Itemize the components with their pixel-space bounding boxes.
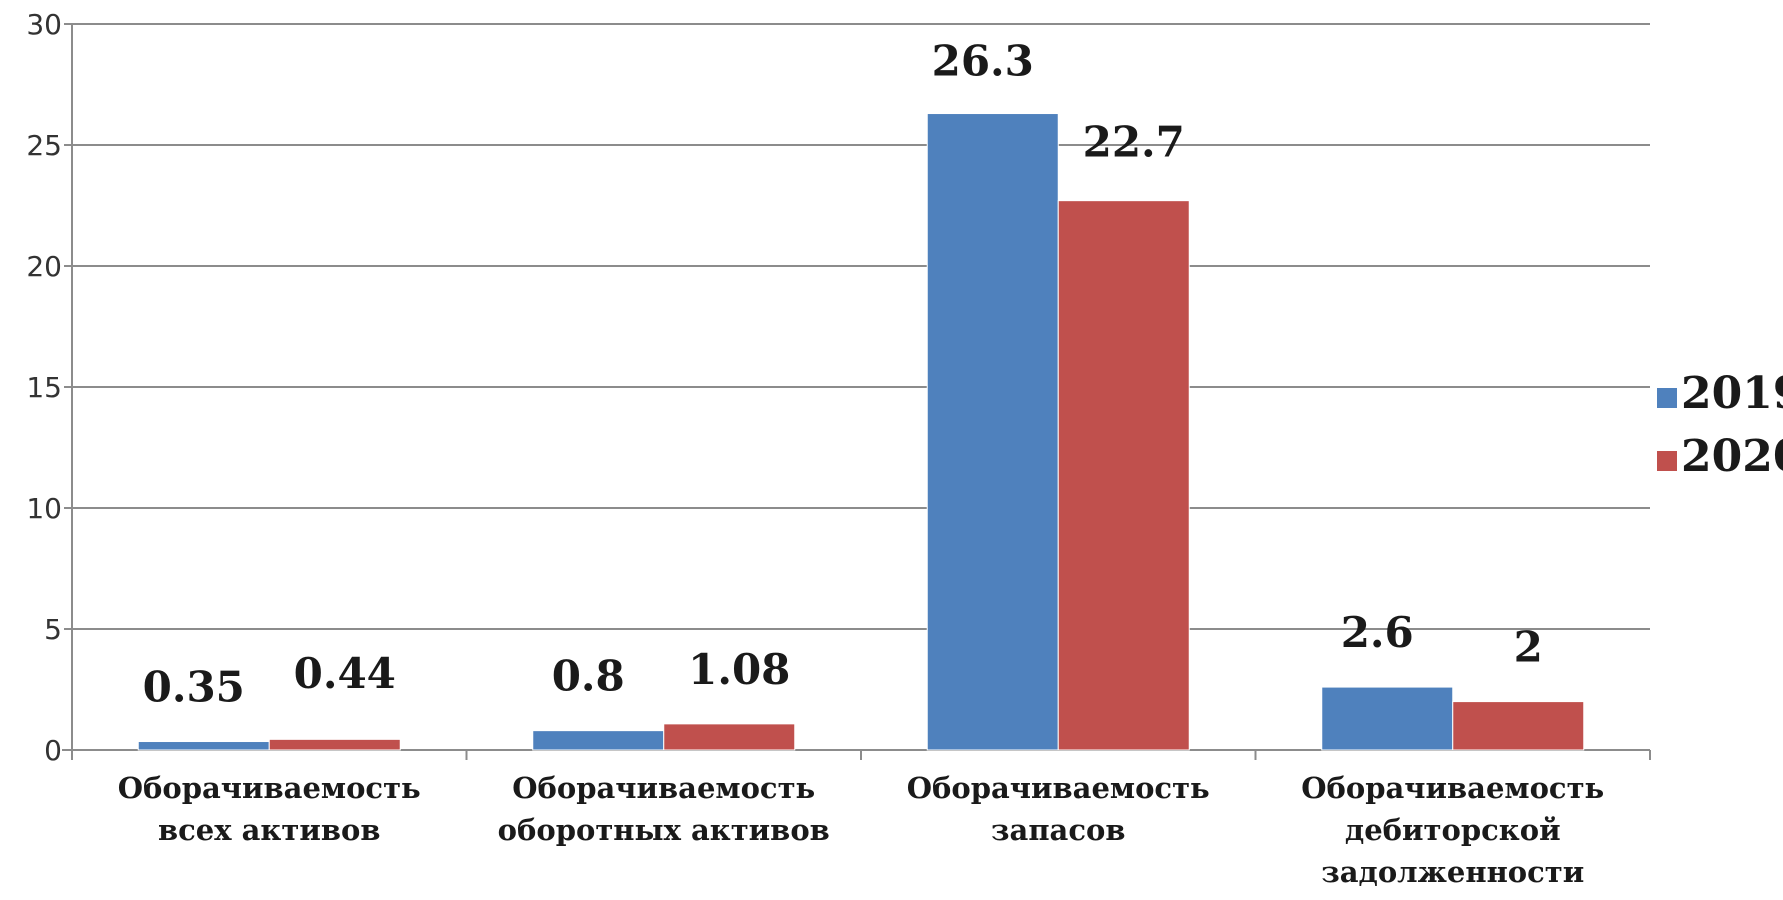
y-tick-label: 25: [26, 129, 62, 162]
data-labels: 0.35 0.44 0.8 1.08 26.3 22.7 2.6 2: [143, 37, 1543, 712]
bar-2020-2: [1057, 200, 1190, 751]
category-label: Оборачиваемость: [1301, 771, 1604, 805]
data-label-2019-3: 2.6: [1341, 608, 1414, 657]
bar-2020-1: [663, 723, 796, 751]
data-label-2020-3: 2: [1514, 623, 1543, 672]
legend-swatch-2019: [1657, 388, 1677, 408]
y-tick-label: 10: [26, 492, 62, 525]
bar-2020-0: [268, 738, 401, 751]
legend-label-2019: 2019: [1681, 368, 1783, 419]
data-label-2020-0: 0.44: [294, 649, 396, 698]
legend: 2019 2020: [1657, 368, 1783, 482]
bar-2019-2: [926, 113, 1059, 751]
bar-2020-3: [1452, 701, 1585, 751]
category-label: оборотных активов: [498, 813, 830, 847]
y-tick-label: 30: [26, 8, 62, 41]
y-tick-label: 5: [44, 613, 62, 646]
data-label-2019-1: 0.8: [552, 652, 625, 701]
y-axis-tick-labels: 0 5 10 15 20 25 30: [26, 8, 62, 767]
legend-swatch-2020: [1657, 451, 1677, 471]
data-label-2019-2: 26.3: [932, 37, 1034, 86]
bar-2019-0: [137, 741, 270, 751]
category-label: задолженности: [1321, 855, 1584, 889]
y-tick-label: 0: [44, 734, 62, 767]
bar-2019-1: [532, 730, 665, 751]
legend-label-2020: 2020: [1681, 431, 1783, 482]
y-tick-label: 15: [26, 371, 62, 404]
gridlines: [72, 23, 1650, 630]
category-label: всех активов: [158, 813, 381, 847]
data-label-2020-2: 22.7: [1083, 118, 1185, 167]
category-label: Оборачиваемость: [512, 771, 815, 805]
category-label: запасов: [991, 813, 1125, 847]
y-tick-label: 20: [26, 250, 62, 283]
category-label: Оборачиваемость: [907, 771, 1210, 805]
category-label: дебиторской: [1345, 813, 1561, 847]
data-label-2019-0: 0.35: [143, 663, 245, 712]
bar-2019-3: [1321, 686, 1454, 751]
category-label: Оборачиваемость: [118, 771, 421, 805]
category-labels: Оборачиваемость всех активов Оборачиваемос…: [118, 771, 1605, 889]
data-label-2020-1: 1.08: [688, 645, 790, 694]
bars: [137, 113, 1585, 751]
